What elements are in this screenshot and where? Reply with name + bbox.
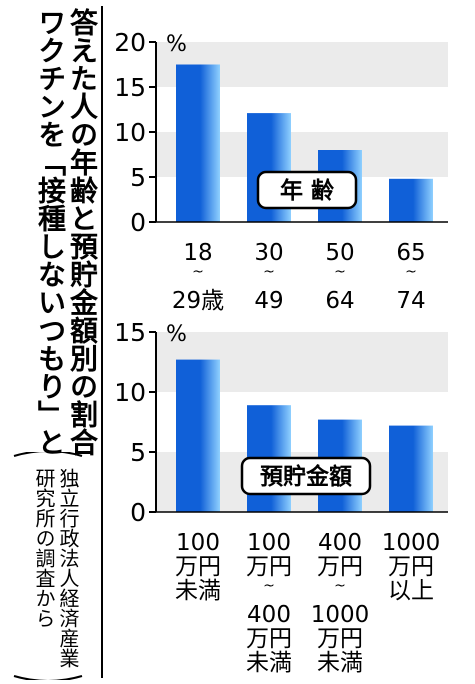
bar: [176, 359, 220, 512]
x-tick-label: 万円: [317, 626, 363, 652]
y-tick-label: 15: [114, 318, 146, 347]
x-tick-label: 400: [318, 530, 362, 556]
y-tick-label: 5: [130, 163, 146, 192]
x-tick-label: 万円: [317, 554, 363, 580]
y-tick-label: 0: [130, 208, 146, 237]
bar: [389, 425, 433, 512]
y-unit-label: %: [166, 32, 187, 57]
x-tick-label: 未満: [317, 650, 363, 676]
source-bracket: [13, 452, 83, 680]
legend-label: 年 齢: [280, 177, 334, 204]
x-tick-label: 29歳: [172, 288, 224, 314]
source-line-1: 独立行政法人経済産業: [56, 468, 80, 668]
y-tick-label: 10: [114, 378, 146, 407]
y-tick-label: 5: [130, 438, 146, 467]
x-tick-label: ~: [334, 264, 346, 280]
y-tick-label: 20: [114, 28, 146, 57]
source-note: 独立行政法人経済産業 研究所の調査から: [4, 452, 92, 680]
x-tick-label: 万円: [246, 626, 292, 652]
x-tick-label: 未満: [246, 650, 292, 676]
x-tick-label: 万円: [246, 554, 292, 580]
x-tick-label: ~: [192, 264, 204, 280]
x-tick-label: 64: [325, 288, 354, 314]
x-tick-label: ~: [405, 264, 417, 280]
x-tick-label: 100: [247, 530, 291, 556]
title-line-1: ワクチンを「接種しないつもり」と: [34, 8, 67, 456]
x-tick-label: 未満: [175, 578, 221, 604]
x-tick-label: 万円: [388, 554, 434, 580]
y-tick-label: 0: [130, 498, 146, 527]
x-tick-label: 以上: [388, 578, 434, 604]
x-tick-label: 18: [183, 240, 212, 266]
y-tick-label: 15: [114, 73, 146, 102]
x-tick-label: ~: [263, 578, 275, 594]
y-unit-label: %: [166, 322, 187, 347]
x-tick-label: 1000: [382, 530, 441, 556]
x-tick-label: 65: [396, 240, 425, 266]
title-line-2: 答えた人の年齢と預貯金額別の割合: [66, 8, 99, 456]
x-tick-label: 49: [254, 288, 283, 314]
x-tick-label: 50: [325, 240, 354, 266]
x-tick-label: 万円: [175, 554, 221, 580]
x-tick-label: ~: [263, 264, 275, 280]
bar: [389, 178, 433, 222]
bar: [176, 64, 220, 222]
legend-box: [256, 170, 358, 210]
legend-box: [240, 456, 372, 496]
x-tick-label: 30: [254, 240, 283, 266]
x-tick-label: 100: [176, 530, 220, 556]
x-tick-label: 1000: [311, 602, 370, 628]
y-tick-label: 10: [114, 118, 146, 147]
x-tick-label: 400: [247, 602, 291, 628]
source-line-2: 研究所の調査から: [32, 468, 56, 628]
column-divider: [101, 6, 103, 678]
x-tick-label: 74: [396, 288, 425, 314]
legend-label: 預貯金額: [260, 463, 352, 490]
x-tick-label: ~: [334, 578, 346, 594]
